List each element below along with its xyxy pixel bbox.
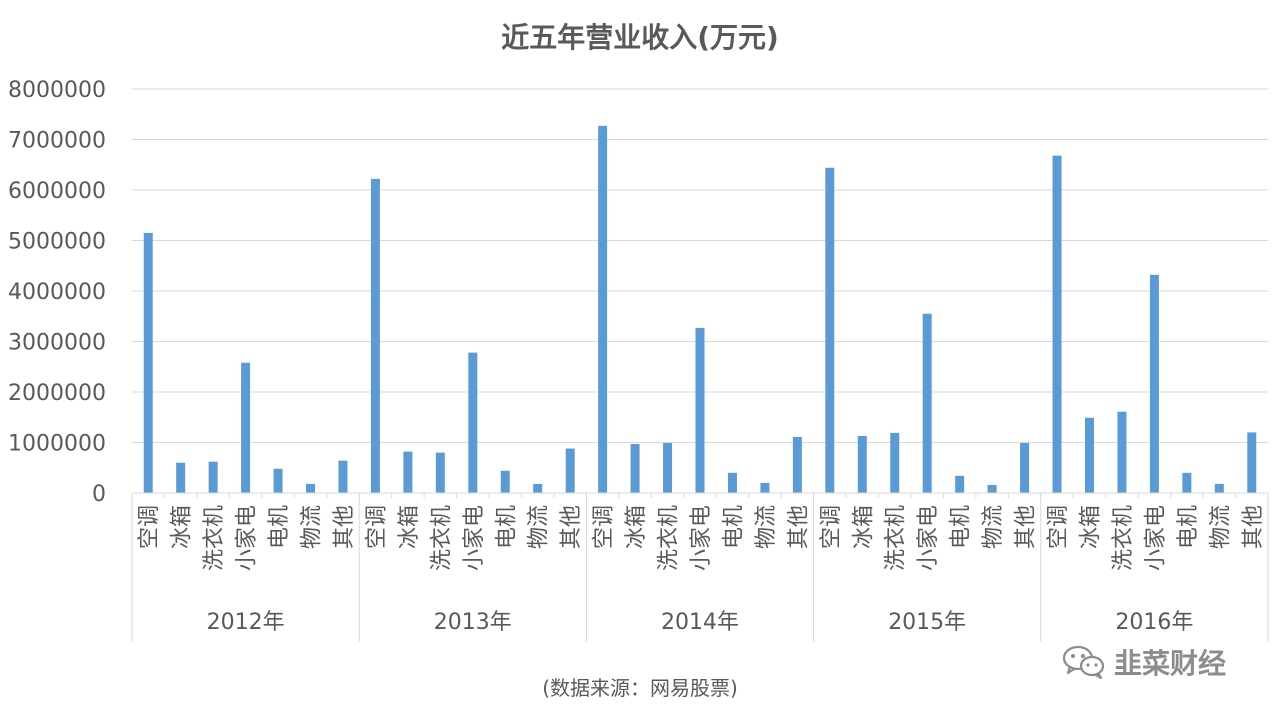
x-category-label: 其他	[332, 505, 357, 549]
bar	[143, 232, 153, 494]
bar	[370, 178, 380, 493]
watermark-text: 韭菜财经	[1114, 647, 1227, 680]
x-category-label: 空调	[819, 505, 844, 549]
x-category-label: 其他	[559, 505, 584, 549]
x-category-label: 小家电	[916, 505, 941, 571]
bar	[1020, 443, 1030, 493]
x-category-label: 空调	[364, 505, 389, 549]
bar	[306, 483, 316, 493]
bar	[598, 125, 608, 494]
x-group-label: 2016年	[1115, 610, 1193, 635]
x-category-label: 洗衣机	[429, 505, 454, 571]
bar	[1084, 417, 1094, 493]
y-tick-label: 0	[92, 482, 106, 507]
bar	[403, 451, 413, 493]
x-category-label: 物流	[981, 505, 1006, 549]
x-category-label: 空调	[592, 505, 617, 549]
bars	[143, 125, 1257, 494]
bar	[533, 483, 543, 493]
bar	[922, 313, 932, 493]
bar	[273, 468, 283, 493]
x-category-label: 冰箱	[397, 505, 422, 549]
x-category-label: 电机	[949, 505, 974, 549]
x-category-label: 空调	[137, 505, 162, 549]
x-category-label: 冰箱	[851, 505, 876, 549]
x-category-label: 物流	[300, 505, 325, 549]
x-category-label: 小家电	[462, 505, 487, 571]
bar	[727, 472, 737, 493]
y-tick-label: 8000000	[8, 78, 106, 103]
x-category-label: 冰箱	[624, 505, 649, 549]
bar	[1247, 432, 1257, 493]
bar	[1117, 411, 1127, 493]
bar	[500, 470, 510, 493]
x-category-label: 小家电	[689, 505, 714, 571]
bar	[630, 444, 640, 493]
bar	[565, 448, 575, 493]
x-group-label: 2015年	[888, 610, 966, 635]
bar	[241, 362, 251, 493]
x-category-label: 电机	[267, 505, 292, 549]
x-category-label: 冰箱	[170, 505, 195, 549]
bar	[695, 327, 705, 493]
x-axis	[131, 492, 1269, 642]
bar	[1149, 274, 1159, 493]
bar	[468, 352, 478, 493]
chart-title: 近五年营业收入(万元)	[501, 21, 779, 54]
y-tick-label: 5000000	[8, 230, 106, 255]
bar	[1182, 472, 1192, 493]
bar	[435, 452, 445, 493]
x-category-label: 空调	[1046, 505, 1071, 549]
x-category-label: 物流	[527, 505, 552, 549]
x-category-label: 小家电	[1143, 505, 1168, 571]
bar	[955, 475, 965, 493]
x-group-label: 2012年	[207, 610, 285, 635]
x-category-label: 其他	[786, 505, 811, 549]
x-category-label: 物流	[754, 505, 779, 549]
x-group-label: 2013年	[434, 610, 512, 635]
x-category-label: 电机	[1176, 505, 1201, 549]
wechat-icon	[1062, 645, 1105, 680]
y-axis-tick-labels: 0 1000000 2000000 3000000 4000000 5000000 6000…	[8, 78, 106, 507]
watermark: 韭菜财经	[1062, 642, 1226, 682]
y-tick-label: 2000000	[8, 381, 106, 406]
x-axis-group-labels: 2012年 2013年 2014年 2015年 2016年	[207, 610, 1194, 635]
bar	[987, 484, 997, 493]
y-tick-label: 1000000	[8, 432, 106, 457]
x-category-label: 电机	[721, 505, 746, 549]
x-category-label: 洗衣机	[884, 505, 909, 571]
x-category-label: 小家电	[235, 505, 260, 571]
bar	[208, 461, 218, 493]
y-tick-label: 3000000	[8, 331, 106, 356]
x-category-label: 其他	[1014, 505, 1039, 549]
y-tick-label: 4000000	[8, 280, 106, 305]
bar	[890, 432, 900, 493]
bar	[1052, 155, 1062, 493]
source-note: (数据来源：网易股票)	[542, 676, 738, 700]
x-category-label: 洗衣机	[657, 505, 682, 571]
x-category-label: 物流	[1208, 505, 1233, 549]
bar	[176, 462, 186, 493]
bar	[825, 167, 835, 493]
y-tick-label: 6000000	[8, 179, 106, 204]
bar	[792, 436, 802, 493]
x-group-label: 2014年	[661, 610, 739, 635]
x-category-label: 洗衣机	[1111, 505, 1136, 571]
x-category-label: 电机	[494, 505, 519, 549]
bar	[857, 435, 867, 493]
x-category-label: 冰箱	[1078, 505, 1103, 549]
bar	[338, 460, 348, 493]
bar	[760, 482, 770, 493]
y-tick-label: 7000000	[8, 129, 106, 154]
bar	[1214, 483, 1224, 493]
x-category-label: 其他	[1241, 505, 1266, 549]
x-axis-category-labels: 空调 冰箱 洗衣机 小家电 电机 物流 其他 空调 冰箱 洗衣机 小家电 电机 物流 其他 空调 冰箱 洗衣机小…	[137, 505, 1266, 571]
bar	[663, 443, 673, 493]
x-category-label: 洗衣机	[202, 505, 227, 571]
